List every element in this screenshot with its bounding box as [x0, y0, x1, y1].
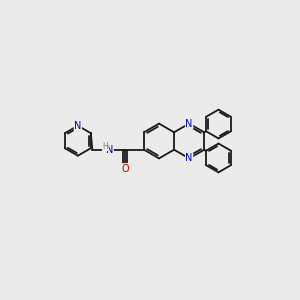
Text: N: N [106, 145, 113, 155]
Text: O: O [122, 164, 129, 174]
Text: H: H [102, 142, 108, 151]
Text: N: N [74, 121, 82, 131]
Text: N: N [185, 153, 193, 164]
Text: N: N [185, 118, 193, 129]
